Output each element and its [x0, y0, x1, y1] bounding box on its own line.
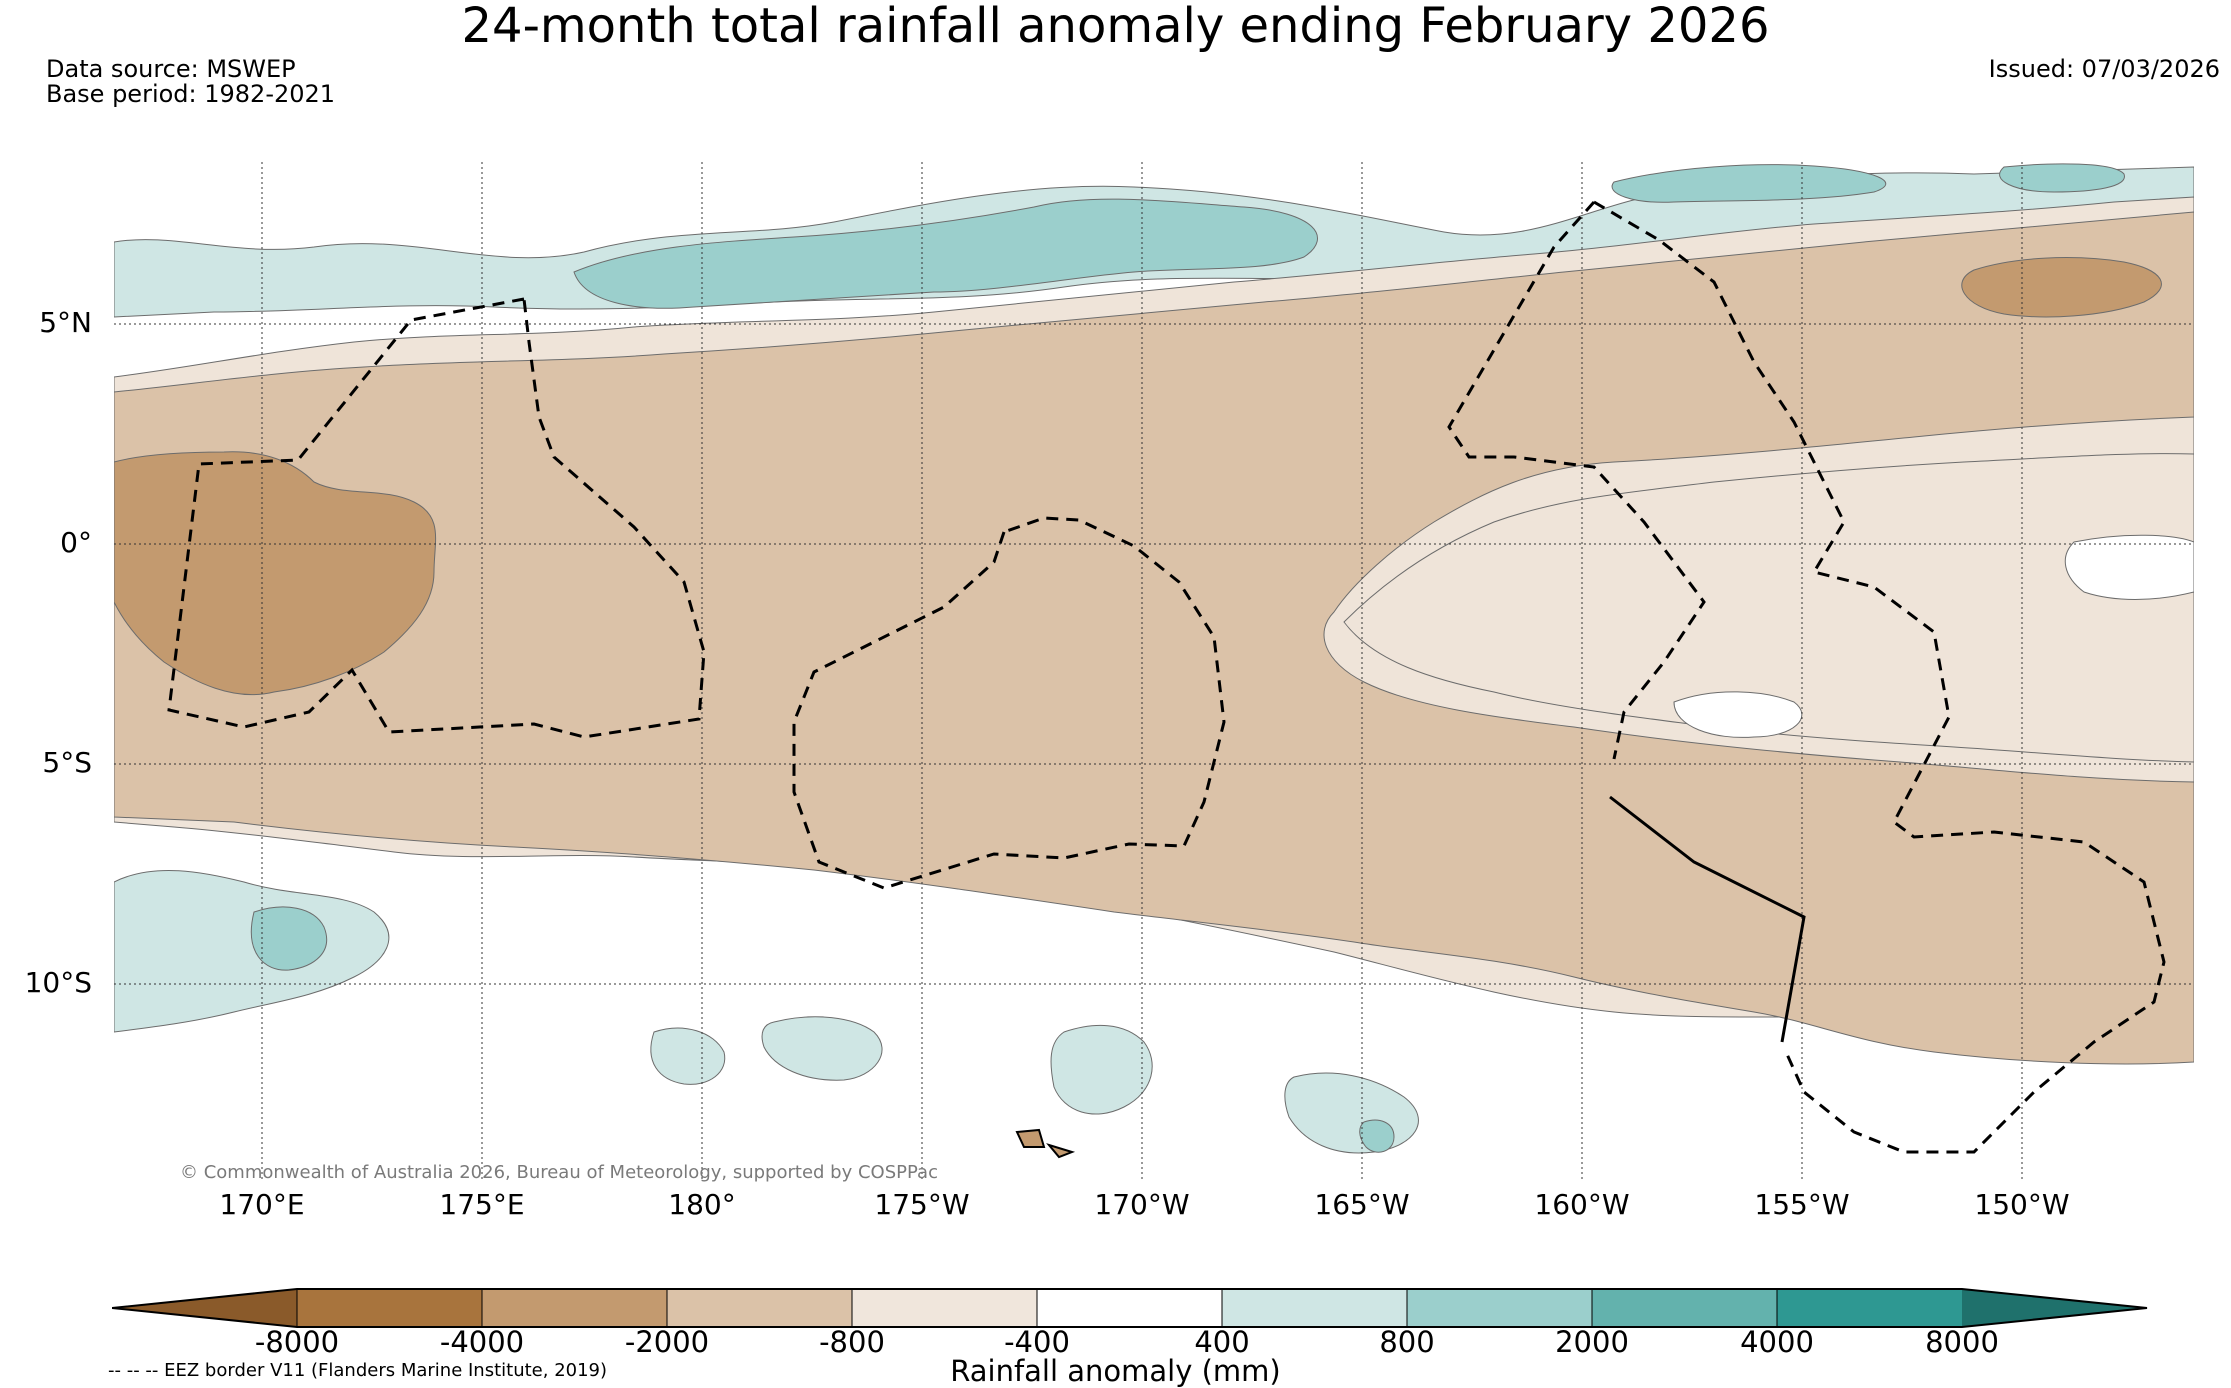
lon-label-175e: 175°E [439, 1188, 525, 1221]
colorbar-tick-label: -800 [819, 1325, 885, 1359]
colorbar-extend-high [1962, 1289, 2147, 1327]
lon-label-180: 180° [668, 1188, 736, 1221]
colorbar-tick-label: 8000 [1925, 1325, 1999, 1359]
data-source: Data source: MSWEP [46, 55, 296, 83]
east-light-dry [1343, 453, 2194, 763]
colorbar-outline [112, 1288, 2148, 1328]
lon-label-155w: 155°W [1754, 1188, 1850, 1221]
colorbar-segment [296, 1288, 483, 1328]
colorbar-segment [666, 1288, 853, 1328]
colorbar-tick-label: -2000 [624, 1325, 710, 1359]
colorbar-tick-label: -400 [1004, 1325, 1070, 1359]
colorbar-extend-low [112, 1289, 297, 1327]
colorbar-tick-label: 800 [1379, 1325, 1435, 1359]
colorbar-tick-label: -4000 [439, 1325, 525, 1359]
lon-label-170e: 170°E [219, 1188, 305, 1221]
colorbar-segment [1221, 1288, 1408, 1328]
copyright-note: © Commonwealth of Australia 2026, Bureau… [180, 1162, 938, 1183]
lat-label-10s: 10°S [24, 966, 92, 999]
eez-note: -- -- -- EEZ border V11 (Flanders Marine… [108, 1360, 608, 1381]
colorbar-segment [851, 1288, 1038, 1328]
rainfall-map [114, 162, 2194, 1182]
colorbar-segment [1591, 1288, 1778, 1328]
north-wet-core [573, 198, 1318, 309]
lat-label-5n: 5°N [39, 306, 92, 339]
eez-borders [167, 200, 2166, 1154]
colorbar [112, 1288, 2148, 1328]
issued-date: Issued: 07/03/2026 [1988, 55, 2220, 83]
lat-label-5s: 5°S [42, 746, 92, 779]
dry-band-mid [114, 211, 2194, 1065]
lat-label-0: 0° [60, 526, 92, 559]
colorbar-segment [481, 1288, 668, 1328]
lon-label-175w: 175°W [874, 1188, 970, 1221]
colorbar-segment [1406, 1288, 1593, 1328]
colorbar-tick-label: 4000 [1740, 1325, 1814, 1359]
base-period: Base period: 1982-2021 [46, 80, 336, 108]
colorbar-tick-label: -8000 [254, 1325, 340, 1359]
colorbar-segment [1776, 1288, 1963, 1328]
colorbar-tick-label: 400 [1194, 1325, 1250, 1359]
south-wet-band [114, 869, 390, 1033]
colorbar-tick-label: 2000 [1555, 1325, 1629, 1359]
map-title: 24-month total rainfall anomaly ending F… [461, 0, 1770, 54]
lon-label-170w: 170°W [1094, 1188, 1190, 1221]
lon-label-165w: 165°W [1314, 1188, 1410, 1221]
graticule [114, 162, 2194, 1182]
solid-boundary [1609, 795, 1806, 1043]
lon-label-150w: 150°W [1974, 1188, 2070, 1221]
lon-label-160w: 160°W [1534, 1188, 1630, 1221]
colorbar-segment [1036, 1288, 1223, 1328]
